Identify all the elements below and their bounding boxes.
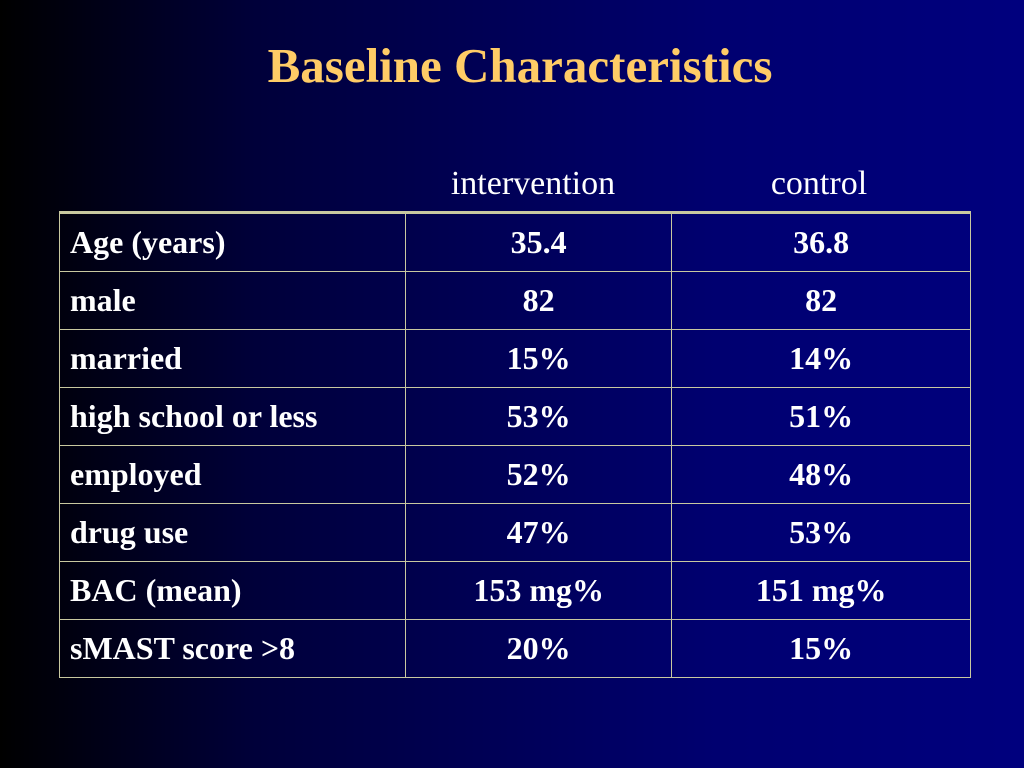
row-label: BAC (mean) xyxy=(58,561,407,620)
table-row: Age (years) 35.4 36.8 xyxy=(58,211,971,272)
control-cell: 36.8 xyxy=(671,211,971,272)
table-row: BAC (mean) 153 mg% 151 mg% xyxy=(58,561,971,620)
intervention-cell: 52% xyxy=(405,445,673,504)
intervention-cell: 153 mg% xyxy=(405,561,673,620)
control-cell: 15% xyxy=(671,619,971,678)
row-label: Age (years) xyxy=(58,211,407,272)
control-cell: 151 mg% xyxy=(671,561,971,620)
row-label: drug use xyxy=(58,503,407,562)
table-row: male 82 82 xyxy=(58,271,971,330)
table-row: high school or less 53% 51% xyxy=(58,387,971,446)
control-cell: 82 xyxy=(671,271,971,330)
row-label: male xyxy=(58,271,407,330)
intervention-cell: 20% xyxy=(405,619,673,678)
column-header-control: control xyxy=(770,165,868,202)
control-cell: 48% xyxy=(671,445,971,504)
table-row: drug use 47% 53% xyxy=(58,503,971,562)
row-label: sMAST score >8 xyxy=(58,619,407,678)
table-row: sMAST score >8 20% 15% xyxy=(58,619,971,678)
intervention-cell: 15% xyxy=(405,329,673,388)
intervention-cell: 53% xyxy=(405,387,673,446)
table-row: married 15% 14% xyxy=(58,329,971,388)
intervention-cell: 35.4 xyxy=(405,211,673,272)
slide-title: Baseline Characteristics xyxy=(267,38,773,93)
control-cell: 14% xyxy=(671,329,971,388)
row-label: employed xyxy=(58,445,407,504)
intervention-cell: 47% xyxy=(405,503,673,562)
intervention-cell: 82 xyxy=(405,271,673,330)
column-header-intervention: intervention xyxy=(450,165,616,202)
row-label: high school or less xyxy=(58,387,407,446)
control-cell: 53% xyxy=(671,503,971,562)
row-label: married xyxy=(58,329,407,388)
baseline-table: Age (years) 35.4 36.8 male 82 82 married… xyxy=(58,211,971,678)
control-cell: 51% xyxy=(671,387,971,446)
table-row: employed 52% 48% xyxy=(58,445,971,504)
